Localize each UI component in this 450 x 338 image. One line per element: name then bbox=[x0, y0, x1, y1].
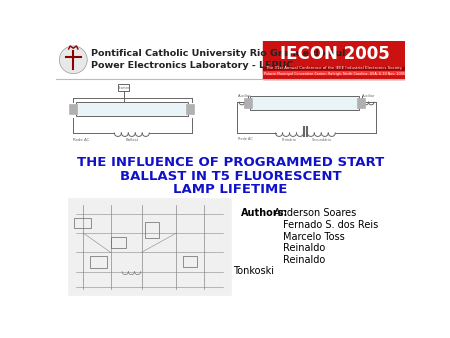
Text: THE INFLUENCE OF PROGRAMMED START: THE INFLUENCE OF PROGRAMMED START bbox=[77, 156, 384, 169]
Bar bbox=[263, 67, 405, 71]
Text: Pontifical Catholic University Rio Grande do Sul: Pontifical Catholic University Rio Grand… bbox=[91, 49, 346, 58]
Text: IECON 2005: IECON 2005 bbox=[279, 45, 389, 63]
Bar bbox=[74, 218, 91, 228]
Bar bbox=[118, 84, 129, 91]
Text: Reinaldo: Reinaldo bbox=[283, 255, 325, 265]
Text: Auxiliar: Auxiliar bbox=[362, 94, 375, 98]
Text: Marcelo Toss: Marcelo Toss bbox=[283, 232, 344, 242]
Text: Reinaldo: Reinaldo bbox=[283, 243, 325, 253]
Text: Fernado S. dos Reis: Fernado S. dos Reis bbox=[283, 220, 378, 230]
Text: Palacio Municipal Convention Center, Raleigh, North Carolina, USA, 6-10 Nov. 200: Palacio Municipal Convention Center, Ral… bbox=[264, 72, 405, 76]
Bar bbox=[56, 41, 405, 79]
Bar bbox=[68, 198, 230, 295]
Circle shape bbox=[59, 46, 87, 74]
Text: Authors:: Authors: bbox=[241, 209, 288, 218]
Text: Rede AC: Rede AC bbox=[238, 137, 253, 141]
Text: Secundário: Secundário bbox=[311, 138, 331, 142]
Text: Primário: Primário bbox=[282, 138, 297, 142]
Bar bbox=[111, 237, 126, 248]
Text: Rede AC: Rede AC bbox=[73, 138, 90, 142]
Bar bbox=[244, 98, 252, 108]
Bar bbox=[183, 256, 197, 267]
Text: Starter: Starter bbox=[117, 86, 130, 90]
Bar bbox=[357, 98, 365, 108]
Text: The 31st Annual Conference of the IEEE Industrial Electronics Society: The 31st Annual Conference of the IEEE I… bbox=[266, 66, 402, 70]
Text: Auxiliar: Auxiliar bbox=[238, 94, 251, 98]
Text: LAMP LIFETIME: LAMP LIFETIME bbox=[173, 184, 288, 196]
Bar bbox=[263, 71, 405, 74]
Bar bbox=[250, 96, 359, 110]
Bar bbox=[263, 41, 405, 79]
Bar bbox=[69, 104, 77, 115]
Bar bbox=[76, 102, 188, 116]
Bar bbox=[145, 221, 159, 238]
Text: Ballast: Ballast bbox=[125, 138, 139, 142]
Text: BALLAST IN T5 FLUORESCENT: BALLAST IN T5 FLUORESCENT bbox=[120, 170, 342, 183]
Text: Anderson Soares: Anderson Soares bbox=[274, 209, 356, 218]
Bar bbox=[90, 256, 107, 268]
Bar bbox=[186, 104, 194, 115]
Text: Power Electronics Laboratory - LEPUC: Power Electronics Laboratory - LEPUC bbox=[91, 62, 293, 70]
Text: Tonkoski: Tonkoski bbox=[233, 266, 274, 276]
